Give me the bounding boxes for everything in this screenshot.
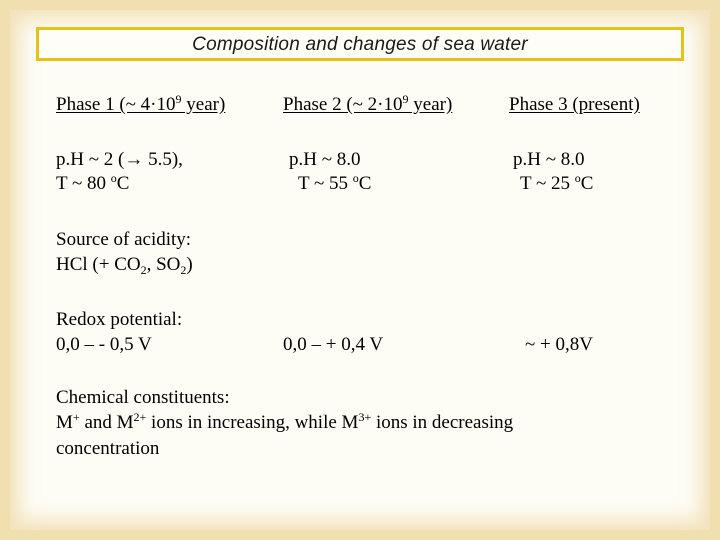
title-box: Composition and changes of sea water	[36, 27, 684, 61]
constituents-text: M+ and M2+ ions in increasing, while M3+…	[56, 410, 514, 433]
phase3-temp: T ~ 25 oC	[520, 171, 594, 194]
acidity-value: HCl (+ CO2, SO2)	[56, 254, 193, 277]
slide-title: Composition and changes of sea water	[192, 34, 528, 55]
phase3-redox: ~ + 0,8V	[525, 334, 593, 355]
phase3-ph: p.H ~ 8.0	[513, 149, 585, 170]
phase2-ph: p.H ~ 8.0	[289, 149, 361, 170]
redox-label: Redox potential:	[56, 309, 183, 330]
phase1-header: Phase 1 (~ 4·109 year)	[56, 92, 226, 115]
phase2-redox: 0,0 – + 0,4 V	[283, 334, 384, 355]
phase3-header: Phase 3 (present)	[509, 94, 640, 115]
constituents-text-line3: concentration	[56, 438, 160, 459]
constituents-label: Chemical constituents:	[56, 387, 230, 408]
phase1-temp: T ~ 80 oC	[56, 171, 130, 194]
phase2-header: Phase 2 (~ 2·109 year)	[283, 92, 453, 115]
phase1-ph: p.H ~ 2 (→ 5.5),	[56, 149, 183, 170]
acidity-label: Source of acidity:	[56, 229, 192, 250]
phase2-temp: T ~ 55 oC	[298, 171, 372, 194]
phase1-redox: 0,0 – - 0,5 V	[56, 334, 152, 355]
